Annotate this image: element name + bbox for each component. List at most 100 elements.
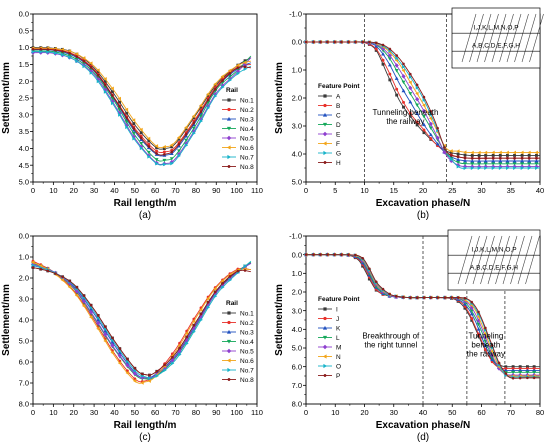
series-marker <box>213 94 218 99</box>
y-tick-label: 4.0 <box>292 150 302 159</box>
series-marker <box>177 137 181 141</box>
series-marker <box>470 317 474 320</box>
series-marker <box>381 58 385 62</box>
x-axis-label: Rail length/m <box>114 198 177 209</box>
series-marker <box>118 347 122 350</box>
series-marker <box>103 329 108 333</box>
series-marker <box>520 150 524 155</box>
series-line <box>32 50 252 162</box>
series-marker <box>140 372 144 376</box>
series-marker <box>213 84 217 88</box>
series-line <box>32 48 251 156</box>
y-tick-label: 3.0 <box>19 110 29 119</box>
series-marker <box>520 166 525 170</box>
series-marker <box>96 70 100 74</box>
series-marker <box>155 152 159 155</box>
series-marker <box>228 72 232 75</box>
series-marker <box>415 103 420 107</box>
legend-marker <box>227 165 231 168</box>
series-marker <box>388 78 392 82</box>
series-marker <box>139 141 144 146</box>
series-marker <box>477 166 482 171</box>
series-marker <box>132 122 136 126</box>
legend-label: No.8 <box>240 164 254 171</box>
legend-marker <box>322 325 328 330</box>
x-tick-label: 30 <box>90 186 98 195</box>
x-tick-label: 5 <box>333 186 337 195</box>
series-marker <box>511 376 515 380</box>
legend-label: E <box>336 131 341 138</box>
series-marker <box>421 108 427 114</box>
series-marker <box>169 159 174 165</box>
series-marker <box>422 103 426 108</box>
series-marker <box>304 40 308 44</box>
series-marker <box>117 96 121 101</box>
legend-label: No.4 <box>240 339 254 346</box>
series-marker <box>139 137 144 141</box>
series-marker <box>110 343 115 348</box>
series-marker <box>199 317 203 322</box>
legend-marker <box>227 98 231 102</box>
x-tick-label: 0 <box>31 408 35 417</box>
series-marker <box>89 303 93 307</box>
series-marker <box>206 296 210 301</box>
series-marker <box>401 80 406 85</box>
legend-marker <box>323 316 327 321</box>
series-marker <box>235 63 240 68</box>
legend-marker <box>322 335 328 340</box>
y-tick-label: 2.0 <box>292 288 302 297</box>
series-marker <box>318 253 322 256</box>
series-marker <box>110 350 114 355</box>
series-marker <box>110 86 114 91</box>
x-tick-label: 70 <box>171 408 179 417</box>
legend-title: Rail <box>226 87 238 94</box>
series-marker <box>325 40 329 44</box>
x-tick-label: 20 <box>70 408 78 417</box>
series-marker <box>162 147 166 151</box>
series-marker <box>483 159 488 163</box>
series-marker <box>353 40 357 44</box>
series-marker <box>46 50 50 54</box>
inset-top-label: I,J,K,L,M,N,O,P <box>473 25 518 32</box>
series-marker <box>401 88 406 93</box>
x-tick-label: 20 <box>360 408 368 417</box>
series-marker <box>118 112 122 117</box>
series-marker <box>463 150 467 155</box>
panel-label: (c) <box>139 432 151 442</box>
series-marker <box>456 164 461 169</box>
series-marker <box>463 158 467 163</box>
series-marker <box>401 68 405 73</box>
inset-hatch-line <box>506 13 522 63</box>
series-marker <box>184 132 188 136</box>
series-marker <box>155 149 159 153</box>
series-marker <box>199 307 203 312</box>
series-marker <box>498 162 503 166</box>
series-marker <box>75 286 79 289</box>
series-no8 <box>31 266 251 377</box>
legend-marker <box>226 358 231 363</box>
y-tick-label: 0.5 <box>19 26 29 35</box>
series-marker <box>154 144 159 149</box>
series-marker <box>520 156 524 160</box>
series-marker <box>169 143 174 148</box>
series-marker <box>220 278 225 283</box>
series-marker <box>243 269 247 272</box>
series-marker <box>415 111 420 116</box>
series-marker <box>491 153 495 157</box>
chart-panel-c: 0 10 20 30 40 50 60 70 80 90 100 110 0.0 1.0 2.0 3.0 4.0… <box>1 232 263 442</box>
series-marker <box>191 114 196 119</box>
series-marker <box>484 156 488 160</box>
y-tick-label: 1.0 <box>19 253 29 262</box>
series-marker <box>449 149 453 153</box>
series-marker <box>155 146 159 150</box>
x-tick-label: 30 <box>477 186 485 195</box>
series-marker <box>504 365 508 369</box>
series-marker <box>184 143 189 148</box>
series-marker <box>408 85 413 91</box>
inset-hatch-line <box>484 13 499 63</box>
series-marker <box>520 162 525 166</box>
legend-label: K <box>336 325 341 332</box>
series-marker <box>395 93 399 97</box>
series-marker <box>361 264 365 268</box>
series-marker <box>374 41 378 45</box>
